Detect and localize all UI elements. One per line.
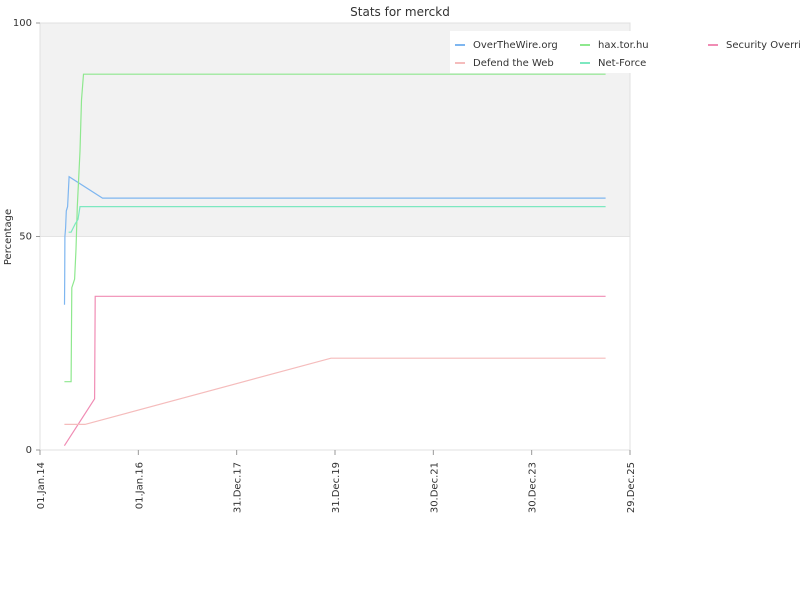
series-lines	[63, 73, 606, 447]
x-axis: 01.Jan.14 01.Jan.16 31.Dec.17 31.Dec.19 30.D…	[36, 450, 637, 513]
legend-background	[450, 31, 785, 73]
x-tick-label: 30.Dec.21	[429, 462, 440, 513]
series-line-hax-tor-hu	[64, 73, 606, 383]
series-line-net-force	[68, 206, 606, 233]
x-tick-label: 29.Dec.25	[626, 462, 637, 513]
series-line-security-override	[63, 295, 606, 447]
y-axis: 0 50 100	[13, 18, 40, 456]
x-tick-label: 31.Dec.19	[331, 462, 342, 513]
y-tick-label: 50	[19, 232, 32, 243]
x-tick-label: 31.Dec.17	[233, 462, 244, 513]
legend-label: OverTheWire.org	[473, 40, 558, 51]
y-axis-label: Percentage	[3, 209, 14, 265]
series-line-defend-the-web	[64, 357, 606, 425]
legend-label: Defend the Web	[473, 58, 554, 69]
y-tick-label: 0	[26, 445, 32, 456]
x-tick-label: 30.Dec.23	[528, 462, 539, 513]
chart-title: Stats for merckd	[350, 5, 450, 19]
y-tick-label: 100	[13, 18, 32, 29]
series-line-overthewire-org	[63, 175, 606, 305]
legend-label: Net-Force	[598, 58, 646, 69]
legend-label: hax.tor.hu	[598, 40, 649, 51]
x-tick-label: 01.Jan.16	[134, 462, 145, 509]
legend: OverTheWire.org hax.tor.hu Security Overri…	[450, 31, 800, 73]
legend-label: Security Override	[726, 40, 800, 51]
x-tick-label: 01.Jan.14	[36, 462, 47, 509]
